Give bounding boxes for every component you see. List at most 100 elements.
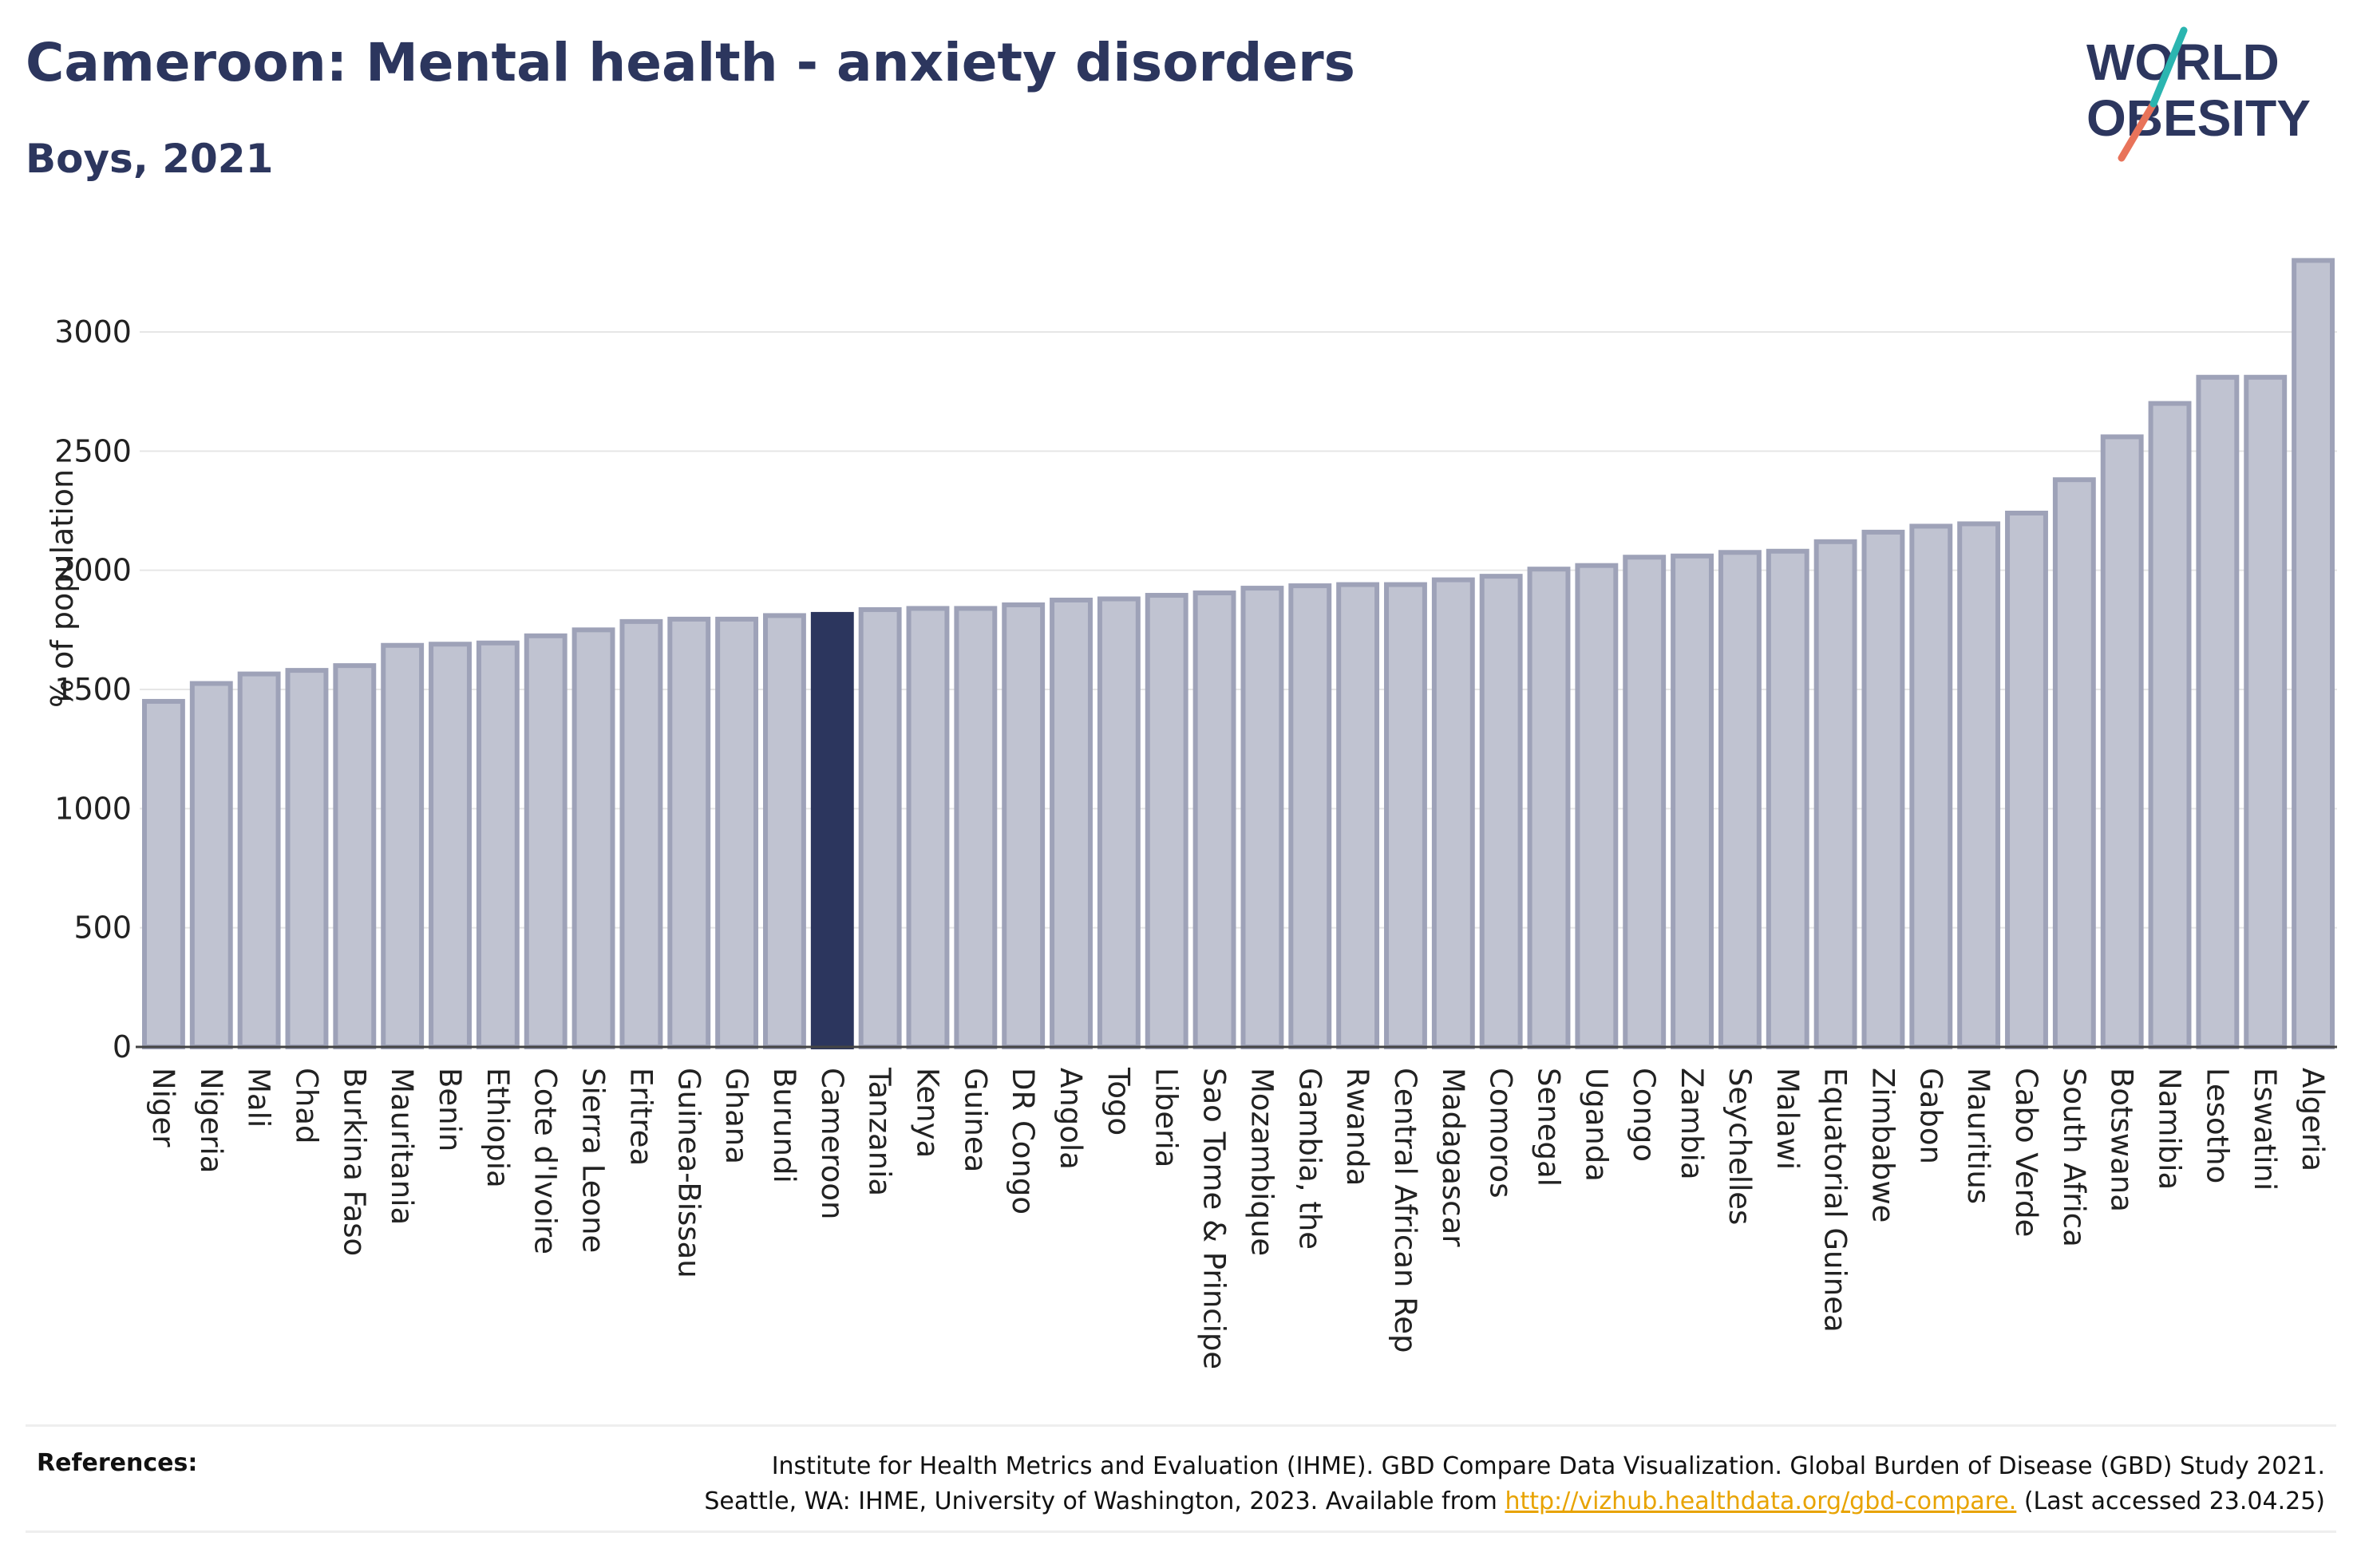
bar [1288,583,1332,1049]
bar [2244,374,2288,1050]
x-tick-label: Cote d'Ivoire [528,1068,563,1254]
x-tick-label: Cameroon [815,1068,849,1219]
bar [2196,374,2240,1050]
bar [1192,590,1236,1049]
x-tick-label: Cabo Verde [2009,1068,2043,1237]
bar [2100,434,2144,1049]
bar [189,681,233,1049]
x-tick-label: Uganda [1579,1068,1613,1182]
bar [1097,596,1141,1049]
bar-chart: 0 500 1000 1500 2000 2500 3000 Niger Nigeria Mali… [54,258,2337,1369]
bar [906,606,950,1049]
bar [524,633,568,1049]
reference-line-2-end: (Last accessed 23.04.25) [2023,1487,2325,1515]
x-tick-label: Guinea-Bissau [671,1068,706,1278]
references-label: References: [37,1449,198,1477]
bar [1575,563,1619,1049]
x-tick-label: Chad [289,1068,323,1143]
bar [1623,555,1667,1049]
y-tick-label: 3000 [54,314,132,350]
y-tick-label: 500 [73,910,132,946]
x-tick-label: Angola [1054,1068,1088,1170]
bar [1431,577,1475,1049]
bar [619,618,663,1049]
x-tick-label: Burundi [767,1068,801,1183]
logo-slash-teal [2149,26,2188,108]
y-tick-label: 0 [113,1029,132,1064]
bar [1145,593,1188,1049]
y-tick-label: 1500 [54,672,132,707]
reference-line-2-start: Seattle, WA: IHME, University of Washing… [704,1487,1497,1515]
reference-link[interactable]: http://vizhub.healthdata.org/gbd-compare… [1505,1487,2017,1515]
bar [476,640,520,1049]
bar [237,671,281,1049]
logo-text-obesity: OBESITY [2086,89,2311,147]
bar [810,611,854,1049]
bar [2005,510,2048,1049]
bar [763,613,806,1049]
bar [1384,582,1427,1049]
y-tick-label: 1000 [54,791,132,826]
x-tick-label: Algeria [2296,1068,2330,1171]
x-tick-label: Lesotho [2200,1068,2234,1183]
x-tick-label: Burkina Faso [337,1068,371,1256]
x-tick-label: Equatorial Guinea [1818,1068,1853,1333]
x-tick-label: Mauritius [1961,1068,1995,1204]
x-tick-label: Ethiopia [481,1068,515,1188]
x-tick-label: Central African Rep [1388,1068,1422,1353]
bar [1479,574,1523,1049]
bar [1240,586,1284,1049]
references-box: References: Institute for Health Metrics… [26,1424,2336,1533]
x-tick-label: Ghana [719,1068,753,1164]
world-obesity-logo: WORLD OBESITY [2086,26,2311,162]
reference-line-1: Institute for Health Metrics and Evaluat… [771,1452,2325,1480]
x-tick-label: Mali [242,1068,276,1128]
x-tick-label: Mozambique [1244,1068,1279,1256]
references-text: Institute for Health Metrics and Evaluat… [704,1449,2325,1519]
bar [1002,602,1046,1049]
bar [429,642,472,1050]
bar [2052,477,2096,1049]
x-tick-label: Zimbabwe [1865,1068,1900,1222]
x-tick-label: Zambia [1675,1068,1709,1180]
x-tick-label: DR Congo [1006,1068,1040,1215]
bar [1527,567,1571,1049]
x-tick-label: Eswatini [2248,1068,2282,1191]
x-tick-label: Seychelles [1722,1068,1757,1225]
x-tick-label: Malawi [1770,1068,1805,1170]
y-tick-label: 2500 [54,433,132,468]
bar [381,642,425,1049]
x-tick-label: Comoros [1484,1068,1518,1198]
y-tick-label: 2000 [54,553,132,588]
x-tick-label: Tanzania [863,1067,897,1196]
chart-title: Cameroon: Mental health - anxiety disord… [26,32,1355,93]
bar [1957,521,2001,1049]
x-tick-label: Togo [1101,1067,1136,1136]
bar [571,627,615,1049]
x-tick-label: Mauritania [385,1068,419,1225]
x-tick-label: Rwanda [1340,1068,1374,1186]
x-tick-label: Kenya [910,1068,944,1158]
x-tick-label: South Africa [2057,1068,2091,1247]
bar [141,698,185,1050]
bar [1718,550,1762,1049]
bar [858,606,902,1049]
bar [1336,582,1380,1049]
bar [954,606,998,1049]
bar [2148,401,2192,1050]
logo-text-world: WORLD [2086,34,2280,91]
x-tick-label: Benin [433,1068,467,1151]
x-tick-label: Gabon [1913,1068,1948,1164]
bar [1766,548,1809,1049]
reference-line-2: Seattle, WA: IHME, University of Washing… [704,1484,2325,1519]
bar [1671,553,1714,1049]
bar [667,616,711,1049]
x-tick-label: Sao Tome & Principe [1197,1068,1232,1369]
x-tick-label: Nigeria [194,1068,228,1173]
bar [1813,539,1857,1049]
bar [1050,598,1093,1049]
bar [2292,258,2335,1049]
x-tick-label: Namibia [2153,1068,2187,1190]
x-tick-label: Madagascar [1436,1068,1470,1247]
x-tick-label: Congo [1627,1068,1661,1162]
